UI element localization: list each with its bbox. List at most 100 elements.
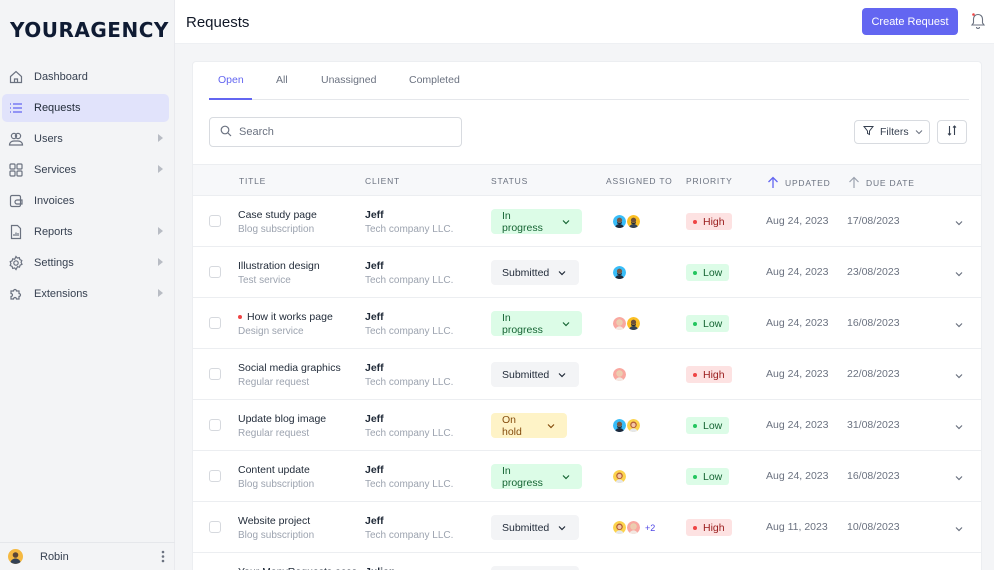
sidebar-item-requests[interactable]: Requests xyxy=(2,94,169,122)
status-dropdown-submitted[interactable]: Submitted xyxy=(491,566,579,570)
assignees[interactable] xyxy=(612,316,641,331)
status-dropdown-in-progress[interactable]: In progress xyxy=(491,311,582,336)
column-settings-button[interactable] xyxy=(937,120,967,144)
request-title[interactable]: Content update xyxy=(238,464,310,476)
chevron-down-icon[interactable] xyxy=(955,523,963,535)
assignees[interactable] xyxy=(612,469,627,484)
status-dropdown-submitted[interactable]: Submitted xyxy=(491,260,579,285)
more-vertical-icon[interactable] xyxy=(161,550,165,566)
wallet-icon xyxy=(8,193,24,209)
tab-unassigned[interactable]: Unassigned xyxy=(321,74,377,86)
status-dropdown-in-progress[interactable]: In progress xyxy=(491,209,582,234)
chevron-down-icon[interactable] xyxy=(955,370,963,382)
table-row[interactable]: Social media graphics Regular request Jeff… xyxy=(193,349,981,400)
request-title[interactable]: Social media graphics xyxy=(238,362,341,374)
status-dropdown-on-hold[interactable]: On hold xyxy=(491,413,567,438)
client-name: Jeff xyxy=(365,209,384,221)
status-dropdown-submitted[interactable]: Submitted xyxy=(491,362,579,387)
column-title[interactable]: TITLE xyxy=(239,176,267,186)
column-due-date[interactable]: DUE DATE xyxy=(848,176,915,189)
request-title[interactable]: Illustration design xyxy=(238,260,320,272)
sidebar-item-users[interactable]: Users xyxy=(2,125,169,153)
priority-badge: Low xyxy=(686,315,730,332)
table-row[interactable]: Content update Blog subscription Jeff Tech … xyxy=(193,451,981,502)
status-dropdown-in-progress[interactable]: In progress xyxy=(491,464,582,489)
column-client[interactable]: CLIENT xyxy=(365,176,401,186)
row-checkbox[interactable] xyxy=(209,215,221,227)
chevron-down-icon[interactable] xyxy=(955,421,963,433)
puzzle-icon xyxy=(8,286,24,302)
chevron-down-icon[interactable] xyxy=(955,319,963,331)
updated-date: Aug 24, 2023 xyxy=(766,215,829,227)
client-company: Tech company LLC. xyxy=(365,275,454,286)
sidebar-item-label: Settings xyxy=(34,257,74,269)
assignees[interactable]: +2 xyxy=(612,520,655,535)
table-row[interactable]: Case study page Blog subscription Jeff Tech… xyxy=(193,196,981,247)
column-assigned-to[interactable]: ASSIGNED TO xyxy=(606,176,673,186)
status-dropdown-submitted[interactable]: Submitted xyxy=(491,515,579,540)
table-row[interactable]: Illustration design Test service Jeff Tech … xyxy=(193,247,981,298)
priority-badge: High xyxy=(686,366,732,383)
sidebar-item-invoices[interactable]: Invoices xyxy=(2,187,169,215)
avatar xyxy=(612,418,627,433)
submenu-arrow-icon xyxy=(158,289,163,297)
sidebar-item-extensions[interactable]: Extensions xyxy=(2,280,169,308)
assignees[interactable] xyxy=(612,214,641,229)
updated-date: Aug 24, 2023 xyxy=(766,368,829,380)
gear-icon xyxy=(8,255,24,271)
row-checkbox[interactable] xyxy=(209,317,221,329)
page-title: Requests xyxy=(186,14,250,31)
chevron-down-icon[interactable] xyxy=(955,472,963,484)
request-title[interactable]: Update blog image xyxy=(238,413,327,425)
table-row[interactable]: Website project Blog subscription Jeff Tech… xyxy=(193,502,981,553)
chevron-down-icon xyxy=(558,267,566,279)
request-service: Design service xyxy=(238,326,304,337)
assignees[interactable] xyxy=(612,418,641,433)
chevron-down-icon xyxy=(562,318,570,330)
bell-icon[interactable] xyxy=(970,12,986,30)
table-row[interactable]: Update blog image Regular request Jeff Tech… xyxy=(193,400,981,451)
search-input[interactable] xyxy=(239,126,439,138)
request-title[interactable]: Website project xyxy=(238,515,311,527)
request-title[interactable]: How it works page xyxy=(238,311,333,323)
filters-button[interactable]: Filters xyxy=(854,120,930,144)
sidebar-item-reports[interactable]: Reports xyxy=(2,218,169,246)
row-checkbox[interactable] xyxy=(209,266,221,278)
row-checkbox[interactable] xyxy=(209,521,221,533)
tab-bar: Open All Unassigned Completed xyxy=(209,62,969,100)
table-row[interactable]: How it works page Design service Jeff Tech … xyxy=(193,298,981,349)
chevron-down-icon[interactable] xyxy=(955,268,963,280)
tab-open[interactable]: Open xyxy=(209,74,252,100)
sidebar-item-settings[interactable]: Settings xyxy=(2,249,169,277)
avatar xyxy=(8,549,23,564)
request-service: Regular request xyxy=(238,428,310,439)
avatar xyxy=(612,469,627,484)
chevron-down-icon[interactable] xyxy=(955,217,963,229)
request-title[interactable]: Case study page xyxy=(238,209,317,221)
sidebar-item-dashboard[interactable]: Dashboard xyxy=(2,63,169,91)
tab-all[interactable]: All xyxy=(276,74,288,86)
logo: YOURAGENCY xyxy=(10,18,169,42)
request-title[interactable]: Your ManyRequests acco... xyxy=(238,566,366,570)
user-menu[interactable]: Robin xyxy=(0,542,175,570)
sidebar-item-label: Users xyxy=(34,133,63,145)
tab-completed[interactable]: Completed xyxy=(409,74,460,86)
row-checkbox[interactable] xyxy=(209,368,221,380)
column-priority[interactable]: PRIORITY xyxy=(686,176,733,186)
table-row[interactable]: Your ManyRequests acco...Julian Submitted xyxy=(193,553,981,570)
more-assignees-count[interactable]: +2 xyxy=(645,522,656,533)
column-status[interactable]: STATUS xyxy=(491,176,529,186)
row-checkbox[interactable] xyxy=(209,419,221,431)
avatar xyxy=(612,316,627,331)
create-request-button[interactable]: Create Request xyxy=(862,8,958,35)
sidebar-item-services[interactable]: Services xyxy=(2,156,169,184)
column-updated[interactable]: UPDATED xyxy=(767,176,831,189)
row-checkbox[interactable] xyxy=(209,470,221,482)
priority-dot-icon xyxy=(693,525,697,530)
requests-card: Open All Unassigned Completed Filters TI… xyxy=(192,61,982,570)
priority-dot-icon xyxy=(693,219,697,224)
assignees[interactable] xyxy=(612,265,627,280)
client-company: Tech company LLC. xyxy=(365,479,454,490)
assignees[interactable] xyxy=(612,367,627,382)
search-box[interactable] xyxy=(209,117,462,147)
